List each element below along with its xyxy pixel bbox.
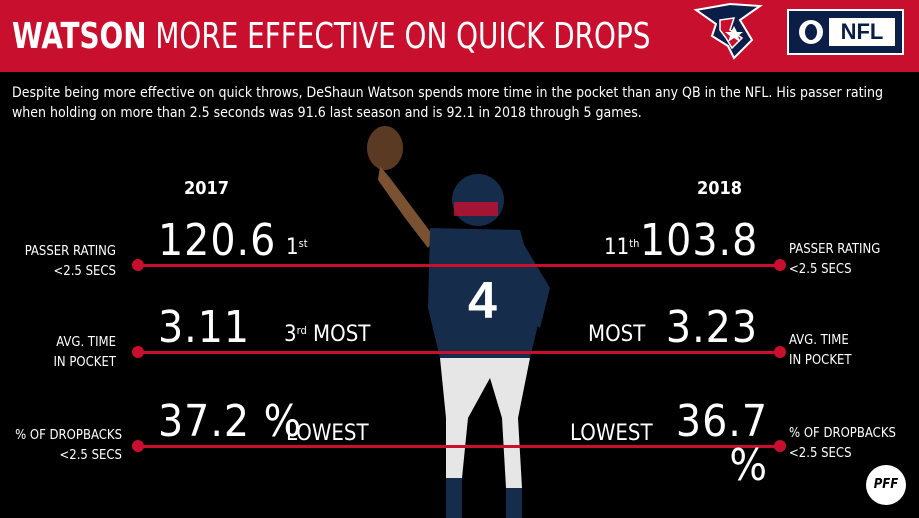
rating-2018-value: 103.8 — [640, 215, 759, 266]
time-label-left: AVG. TIME IN POCKET — [12, 333, 116, 373]
svg-text:4: 4 — [468, 272, 497, 330]
rating-2018-rank: 11th — [604, 235, 640, 260]
drop-label-line1: % OF DROPBACKS — [15, 428, 122, 443]
rating-label-line1-r: PASSER RATING — [789, 242, 881, 257]
year-2017-label: 2017 — [184, 178, 230, 199]
time-2017-value: 3.11 — [158, 302, 251, 353]
time-label-line1: AVG. TIME — [56, 335, 116, 350]
time-2018-value: 3.23 — [665, 302, 758, 353]
drop-label-line2-r: <2.5 SECS — [789, 446, 852, 461]
drop-2017-rank: LOWEST — [286, 421, 369, 446]
page-title: WATSON MORE EFFECTIVE ON QUICK DROPS — [12, 14, 650, 60]
description-text: Despite being more effective on quick th… — [12, 85, 884, 121]
cbs-eye-icon — [799, 20, 823, 44]
time-label-right: AVG. TIME IN POCKET — [789, 331, 909, 371]
row-dot-left — [132, 259, 144, 271]
time-label-line2: IN POCKET — [53, 355, 116, 370]
rating-label-line1: PASSER RATING — [24, 244, 116, 259]
rating-label-line2-r: <2.5 SECS — [789, 262, 852, 277]
drop-2018-rank: LOWEST — [570, 421, 653, 446]
texans-logo-icon — [693, 2, 763, 60]
rating-label-left: PASSER RATING <2.5 SECS — [12, 242, 116, 282]
time-2018-rank: MOST — [588, 322, 646, 347]
time-label-line1-r: AVG. TIME — [789, 333, 849, 348]
drop-2018-value: 36.7 % — [675, 396, 768, 491]
time-label-line2-r: IN POCKET — [789, 353, 852, 368]
title-rest: MORE EFFECTIVE ON QUICK DROPS — [146, 16, 651, 57]
drop-label-line2: <2.5 SECS — [59, 448, 122, 463]
title-bold: WATSON — [12, 16, 147, 57]
header-banner: WATSON MORE EFFECTIVE ON QUICK DROPS NFL — [0, 0, 919, 72]
row-dot-right — [774, 346, 786, 358]
rating-2017-value: 120.6 — [158, 215, 277, 266]
row-divider-drop — [138, 445, 780, 448]
drop-label-line1-r: % OF DROPBACKS — [789, 426, 896, 441]
pff-logo: PFF — [866, 465, 906, 505]
time-2017-rank: 3rd MOST — [284, 322, 371, 347]
year-2018-label: 2018 — [697, 178, 743, 199]
rating-2017-rank: 1st — [286, 235, 308, 260]
row-dot-right — [774, 440, 786, 452]
row-divider-rating — [138, 264, 780, 267]
player-silhouette-icon: 4 — [367, 126, 550, 518]
row-dot-left — [132, 440, 144, 452]
row-divider-time — [138, 351, 780, 354]
row-dot-left — [132, 346, 144, 358]
drop-label-left: % OF DROPBACKS <2.5 SECS — [0, 426, 122, 466]
drop-label-right: % OF DROPBACKS <2.5 SECS — [789, 424, 913, 464]
row-dot-right — [774, 259, 786, 271]
nfl-label: NFL — [829, 18, 895, 46]
cbs-nfl-logo: NFL — [787, 9, 904, 55]
drop-2017-value: 37.2 % — [158, 396, 303, 447]
rating-label-line2: <2.5 SECS — [53, 264, 116, 279]
rating-label-right: PASSER RATING <2.5 SECS — [789, 240, 909, 280]
